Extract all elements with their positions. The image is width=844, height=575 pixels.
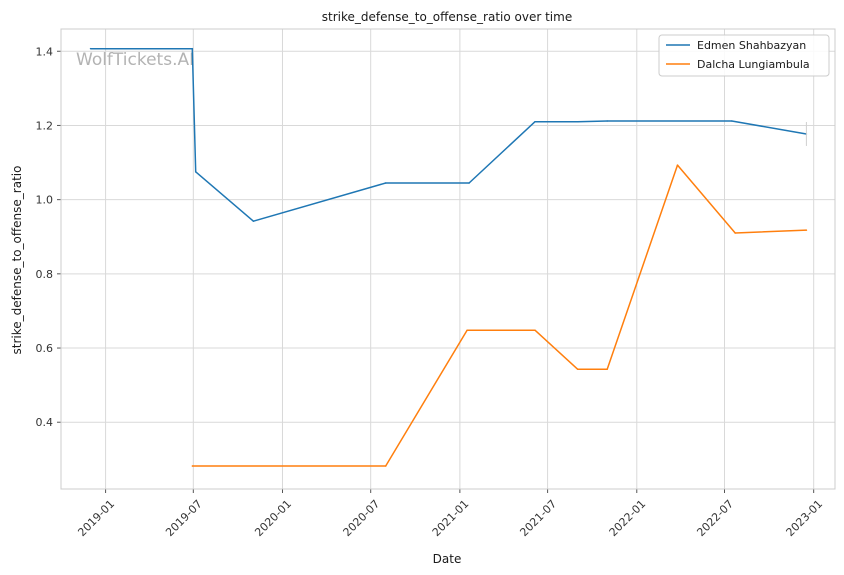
series-1-point: [606, 120, 608, 122]
series-1-point: [89, 47, 92, 50]
plot-frame: [60, 28, 836, 490]
series-1-point: [252, 220, 255, 222]
y-tick-label: 0.4: [36, 416, 54, 429]
y-axis-title: strike_defense_to_offense_ratio: [10, 166, 24, 355]
series-2-point: [576, 368, 579, 370]
series-2-point: [805, 229, 808, 231]
series-1-point: [731, 120, 733, 122]
series-1-point: [576, 120, 579, 123]
x-axis-title: Date: [433, 552, 462, 566]
series-2-point: [384, 465, 387, 467]
plot-area: 2019-01 2019-07 2020-01 2020-07 2021-01 2021-…: [36, 28, 836, 539]
series-2-point: [676, 164, 679, 166]
series-2-point: [606, 368, 608, 370]
legend: Edmen Shahbazyan Dalcha Lungiambula: [658, 34, 830, 77]
y-tick-label: 0.6: [36, 342, 54, 355]
legend-box: [658, 34, 830, 77]
series-1-point: [191, 47, 194, 50]
series-1-point: [468, 182, 470, 184]
legend-label-2: Dalcha Lungiambula: [697, 58, 810, 71]
series-2-point: [191, 465, 194, 467]
series-1-point: [384, 182, 387, 184]
watermark-text: WolfTickets.AI: [76, 50, 194, 70]
legend-label-1: Edmen Shahbazyan: [697, 39, 806, 52]
chart-title: strike_defense_to_offense_ratio over tim…: [322, 10, 572, 24]
series-1-point: [194, 171, 197, 173]
plot-background: [61, 29, 835, 489]
y-tick-label: 0.8: [36, 268, 54, 281]
y-tick-label: 1.4: [36, 45, 54, 58]
series-2-point: [534, 329, 536, 331]
series-1-point: [534, 120, 536, 123]
series-2-point: [734, 232, 736, 234]
series-2-point: [466, 329, 468, 331]
y-tick-label: 1.2: [36, 119, 54, 132]
y-tick-label: 1.0: [36, 194, 54, 207]
